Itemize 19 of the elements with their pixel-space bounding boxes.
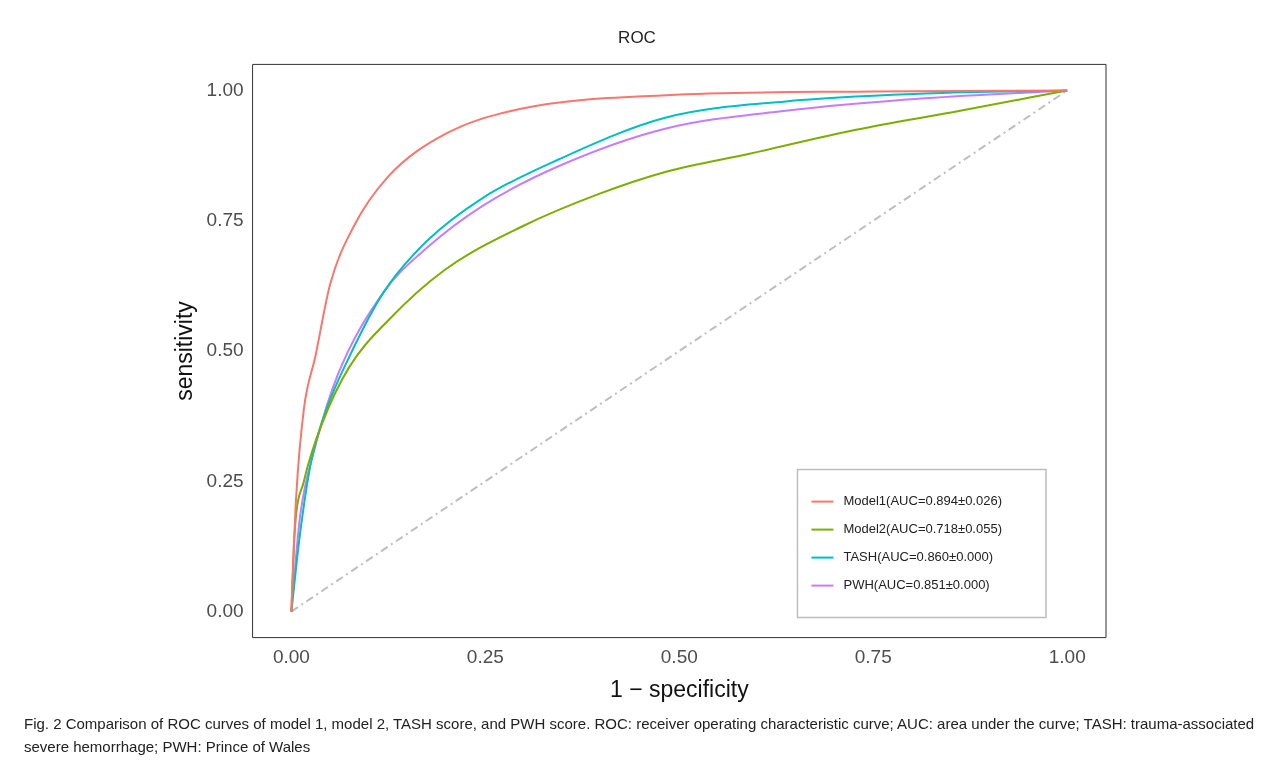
x-axis-title: 1 − specificity — [609, 675, 750, 702]
x-tick-label: 0.25 — [466, 646, 504, 668]
y-tick-label: 0.50 — [206, 339, 244, 361]
legend-label: Model2(AUC=0.718±0.055) — [843, 521, 1003, 537]
x-tick-label: 0.75 — [854, 646, 892, 668]
legend-label: Model1(AUC=0.894±0.026) — [843, 493, 1003, 509]
y-tick-label: 0.75 — [206, 208, 244, 230]
y-tick-label: 1.00 — [206, 78, 244, 100]
y-axis-title: sensitivity — [171, 300, 198, 401]
chart-title: ROC — [618, 27, 656, 47]
x-tick-label: 1.00 — [1048, 646, 1086, 668]
x-tick-label: 0.50 — [660, 646, 698, 668]
x-tick-label: 0.00 — [272, 646, 310, 668]
line-series — [290, 89, 1069, 613]
legend-label: TASH(AUC=0.860±0.000) — [843, 549, 994, 565]
y-tick-label: 0.25 — [206, 469, 244, 491]
caption: Fig. 2 Comparison of ROC curves of model 1, model 2, TASH score, and PWH score. ROC: receiver operating characteristic curve; AUC: area under the curve; TASH: trauma-associated severe hemorrhage; PWH: Prince of Wales — [23, 714, 1256, 757]
y-tick-label: 0.00 — [206, 599, 244, 621]
legend-label: PWH(AUC=0.851±0.000) — [843, 577, 990, 593]
